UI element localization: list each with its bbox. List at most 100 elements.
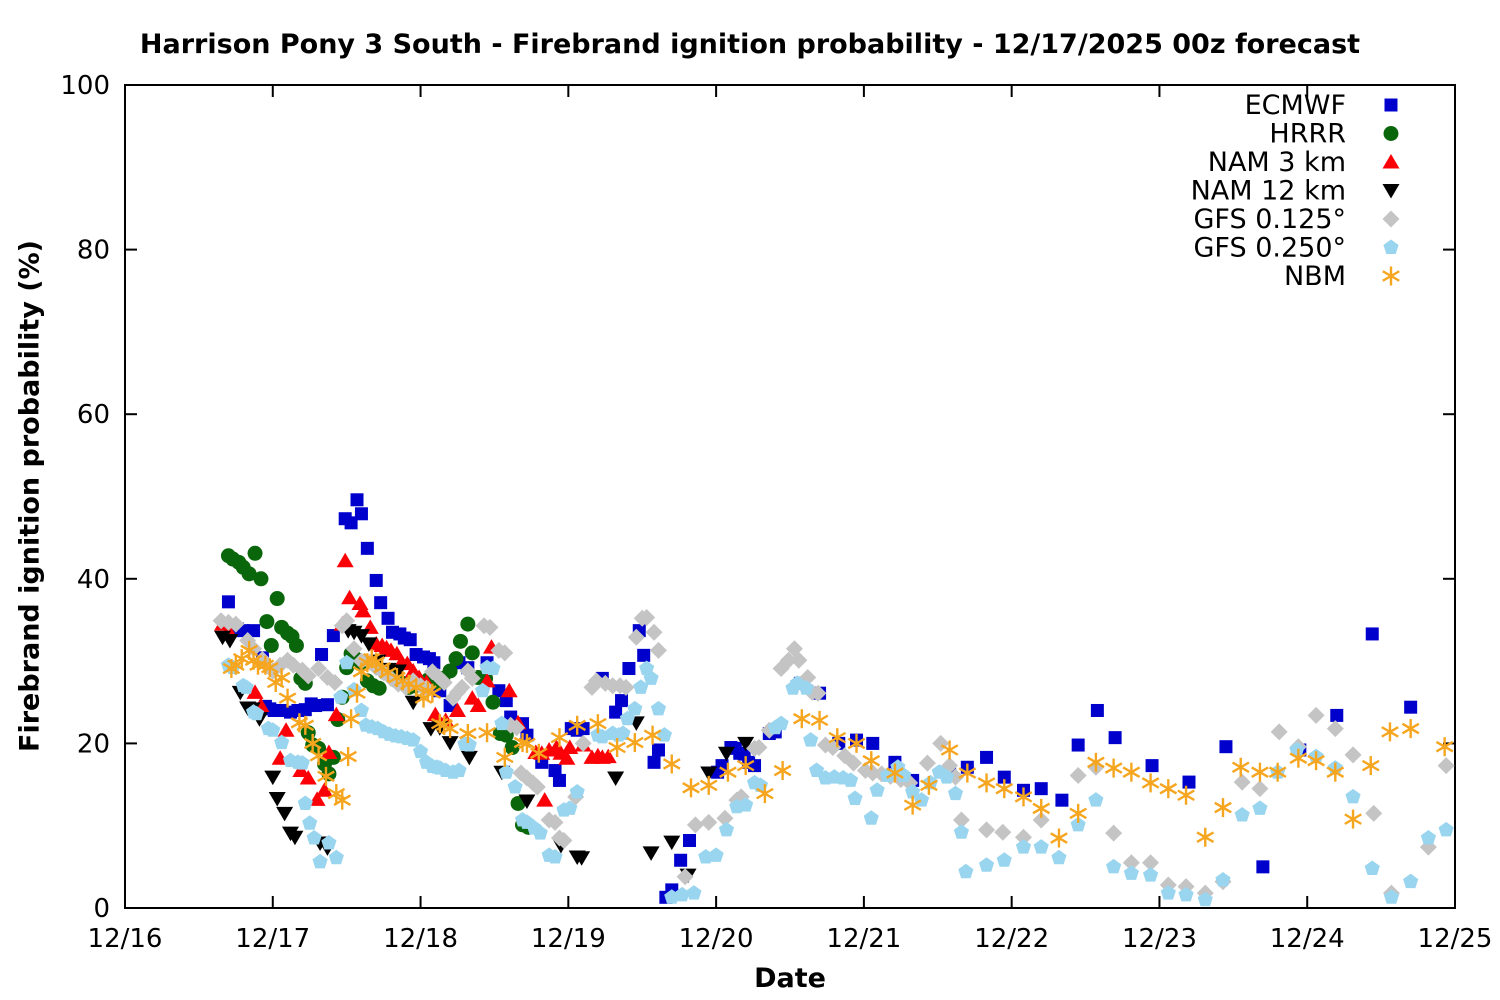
data-point: [569, 783, 585, 799]
data-point: [905, 783, 921, 799]
data-point: [809, 684, 827, 702]
data-point: [381, 611, 395, 625]
data-point: [546, 813, 564, 831]
legend-marker-circle-icon: [1383, 126, 1399, 141]
legend-label: NAM 12 km: [1191, 176, 1346, 207]
data-point: [1182, 775, 1196, 789]
data-point: [627, 700, 643, 716]
data-point: [645, 623, 663, 641]
data-point: [662, 754, 681, 774]
data-point: [773, 761, 792, 781]
data-point: [920, 775, 938, 795]
data-point: [842, 772, 859, 787]
data-point: [221, 634, 239, 649]
data-point: [441, 736, 459, 751]
data-point: [719, 762, 737, 782]
data-point: [288, 637, 304, 653]
data-point: [412, 743, 429, 759]
data-point: [336, 552, 354, 568]
data-point: [574, 734, 592, 752]
data-point: [1145, 759, 1159, 773]
data-point: [442, 663, 458, 679]
data-point: [269, 591, 285, 607]
data-point: [617, 678, 635, 696]
data-point: [328, 849, 344, 865]
data-point: [736, 756, 755, 776]
data-point: [1105, 824, 1123, 842]
data-point: [247, 624, 261, 638]
data-point: [686, 885, 702, 900]
data-point: [504, 740, 520, 756]
legend-marker-triangle-down-icon: [1382, 184, 1400, 199]
data-point: [532, 825, 548, 840]
data-point: [1234, 807, 1250, 822]
data-point: [1142, 867, 1159, 882]
data-point: [1307, 706, 1325, 724]
series-nam-3-km: [214, 552, 617, 807]
series-gfs-0-125-: [212, 608, 1455, 902]
data-point: [792, 709, 811, 729]
data-point: [1088, 792, 1104, 807]
legend-marker-square-icon: [1384, 98, 1398, 112]
data-point: [354, 507, 368, 521]
data-point: [1196, 827, 1215, 847]
data-point: [426, 706, 444, 722]
x-tick-label: 12/17: [235, 924, 310, 954]
data-point: [246, 684, 264, 699]
data-point: [738, 797, 754, 812]
data-point: [292, 762, 310, 778]
data-point: [459, 724, 477, 744]
data-point: [1014, 787, 1033, 807]
data-point: [676, 868, 694, 886]
legend-label: ECMWF: [1245, 90, 1346, 121]
data-point: [1050, 828, 1068, 848]
data-point: [274, 734, 290, 750]
legend-item-nam-3-km: NAM 3 km: [1208, 147, 1400, 178]
data-point: [345, 640, 363, 658]
data-point: [1159, 779, 1178, 799]
data-point: [550, 728, 569, 748]
data-point: [756, 784, 774, 804]
data-point: [647, 755, 661, 769]
data-point: [1069, 766, 1087, 784]
data-point: [278, 688, 297, 708]
data-point: [273, 703, 287, 717]
series-nbm: [222, 640, 1454, 848]
data-point: [548, 764, 562, 778]
data-point: [1345, 788, 1361, 804]
data-point: [299, 769, 317, 785]
legend-label: GFS 0.125°: [1194, 204, 1347, 235]
data-point: [435, 673, 453, 691]
data-point: [828, 728, 847, 748]
data-point: [1289, 748, 1308, 768]
data-point: [977, 773, 996, 793]
data-point: [1256, 860, 1270, 874]
chart-title: Harrison Pony 3 South - Firebrand igniti…: [139, 29, 1361, 60]
data-point: [958, 863, 974, 879]
legend-item-nbm: NBM: [1284, 261, 1400, 292]
data-point: [1033, 839, 1049, 854]
data-point: [809, 762, 825, 778]
data-point: [717, 746, 735, 762]
data-point: [1401, 719, 1420, 739]
data-point: [227, 615, 245, 633]
data-point: [249, 655, 267, 675]
data-point: [810, 710, 829, 730]
data-point: [1420, 830, 1436, 845]
data-point: [308, 791, 326, 806]
legend-marker-asterisk-icon: [1382, 266, 1400, 286]
x-axis: 12/16 12/17 12/18 12/19 12/20 12/21 12/22 12/23…: [88, 85, 1492, 954]
legend-label: NAM 3 km: [1208, 147, 1346, 178]
data-point: [1365, 804, 1383, 822]
data-point: [339, 747, 357, 767]
data-point: [508, 719, 526, 737]
data-point: [374, 596, 388, 610]
data-point: [737, 736, 755, 752]
data-point: [995, 779, 1014, 799]
data-point: [348, 683, 366, 703]
data-point: [1122, 762, 1141, 782]
data-point: [492, 684, 506, 698]
x-tick-label: 12/23: [1122, 924, 1197, 954]
data-point: [978, 821, 996, 839]
